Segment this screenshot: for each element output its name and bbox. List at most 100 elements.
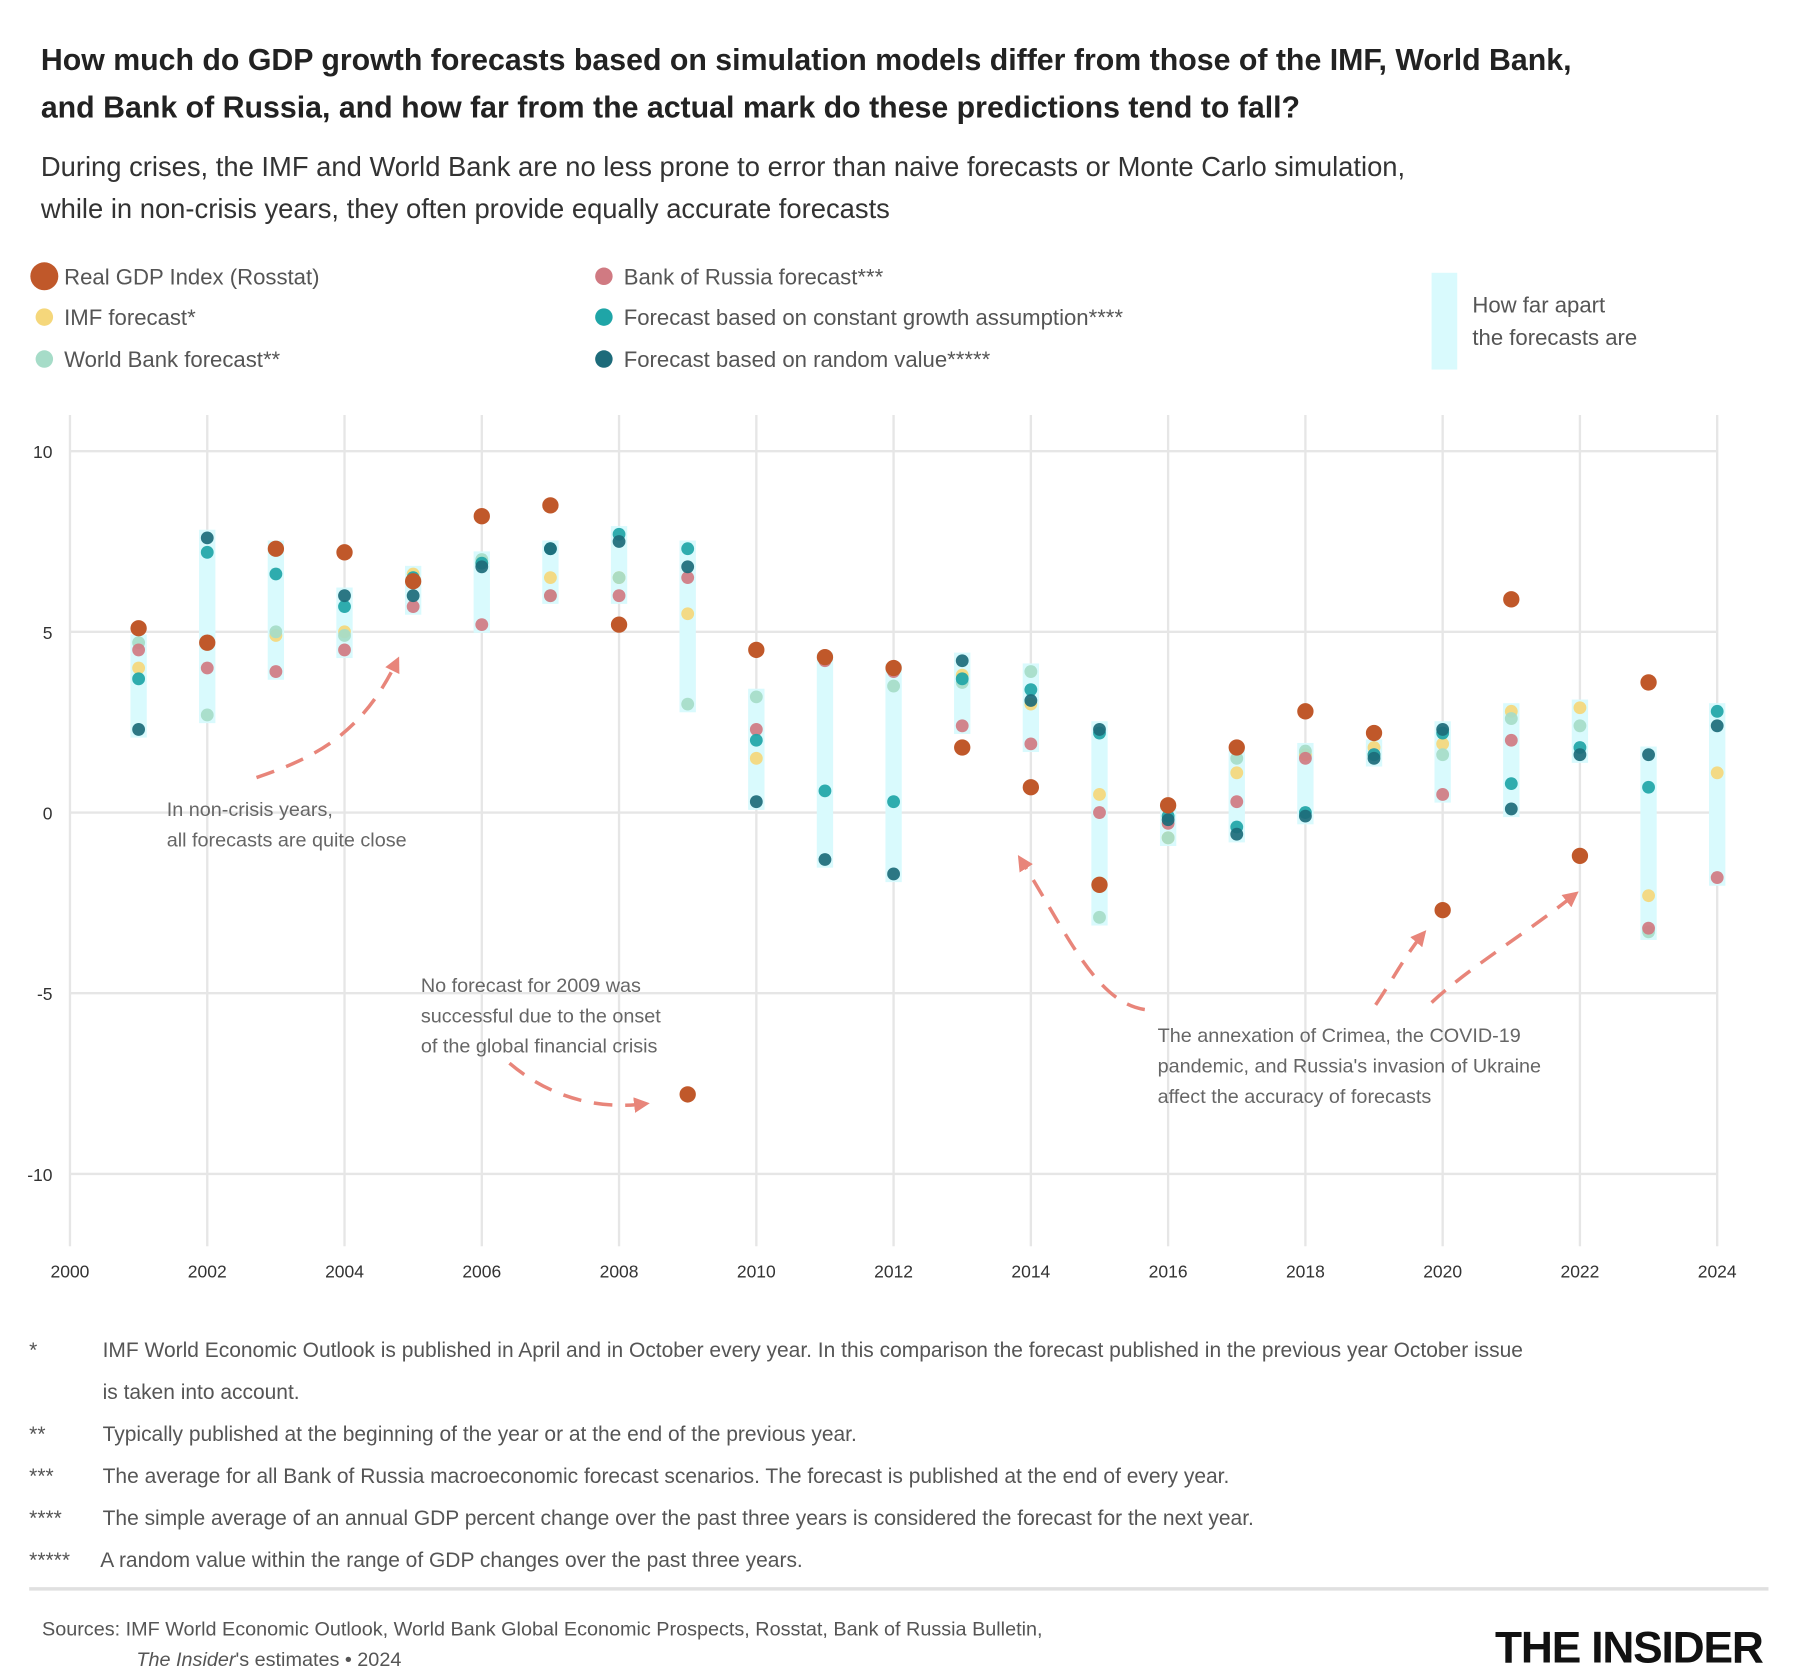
forecast-point <box>1230 751 1244 765</box>
actual-point <box>542 497 559 514</box>
actual-point <box>1640 674 1657 691</box>
forecast-range <box>1091 721 1108 926</box>
forecast-point <box>406 589 420 603</box>
logo: THE INSIDER <box>1495 1623 1764 1671</box>
actual-point <box>1091 876 1108 893</box>
forecast-point <box>818 784 832 798</box>
annotation: successful due to the onset <box>421 1005 661 1027</box>
source-italic: The Insider <box>136 1649 236 1671</box>
forecast-point <box>1436 788 1450 801</box>
footnote-mark: ** <box>29 1423 45 1446</box>
forecast-point <box>338 600 351 613</box>
forecast-range <box>748 688 765 810</box>
forecast-point <box>1642 748 1655 762</box>
forecast-point <box>269 625 283 639</box>
x-tick-label: 2018 <box>1286 1262 1325 1282</box>
plot <box>68 415 1726 1247</box>
forecast-point <box>132 672 146 686</box>
forecast-point <box>200 531 214 545</box>
legend-label: Real GDP Index (Rosstat) <box>64 264 319 289</box>
forecast-point <box>749 751 763 765</box>
forecast-range <box>679 540 696 713</box>
forecast-point <box>1642 921 1655 935</box>
forecast-point <box>1504 712 1518 725</box>
forecast-point <box>132 723 146 736</box>
annotation: In non-crisis years, <box>167 799 333 821</box>
forecast-point <box>681 697 695 711</box>
x-tick-label: 2012 <box>874 1262 913 1282</box>
footnote: is taken into account. <box>103 1381 300 1404</box>
y-tick-label: -10 <box>27 1165 53 1185</box>
actual-point <box>267 540 285 557</box>
annotation: The annexation of Crimea, the COVID-19 <box>1158 1025 1521 1047</box>
forecast-point <box>1161 813 1175 827</box>
legend-label: the forecasts are <box>1472 325 1637 350</box>
legend-marker <box>35 350 54 368</box>
legend-band <box>1431 272 1458 370</box>
forecast-point <box>544 589 557 603</box>
forecast-point <box>1504 802 1518 816</box>
forecast-point <box>1093 788 1106 801</box>
footnote-mark: * <box>29 1339 37 1362</box>
forecast-point <box>132 643 146 657</box>
actual-point <box>1365 724 1383 742</box>
footnote: The average for all Bank of Russia macro… <box>103 1465 1230 1488</box>
chart-title: How much do GDP growth forecasts based o… <box>41 44 1572 77</box>
actual-point <box>1571 847 1589 865</box>
footnote: The simple average of an annual GDP perc… <box>103 1507 1254 1530</box>
actual-point <box>610 616 628 633</box>
forecast-range <box>1297 742 1314 825</box>
actual-point <box>1297 703 1314 720</box>
forecast-point <box>544 571 557 585</box>
forecast-point <box>1161 831 1175 845</box>
forecast-point <box>475 560 489 574</box>
x-tick-label: 2006 <box>462 1262 501 1282</box>
forecast-point <box>1230 827 1244 841</box>
footnote: A random value within the range of GDP c… <box>100 1549 802 1572</box>
x-tick-label: 2010 <box>737 1262 776 1282</box>
forecast-point <box>749 795 763 809</box>
actual-point <box>1159 797 1177 814</box>
forecast-point <box>1710 766 1724 780</box>
forecast-point <box>887 679 900 693</box>
forecast-range <box>1503 703 1520 818</box>
chart-subtitle: During crises, the IMF and World Bank ar… <box>41 151 1405 182</box>
actual-point <box>816 648 834 666</box>
legend-label: Forecast based on random value***** <box>624 347 991 372</box>
annotation: No forecast for 2009 was <box>421 975 641 997</box>
forecast-point <box>1024 737 1038 751</box>
x-tick-label: 2004 <box>325 1262 364 1282</box>
forecast-point <box>1024 683 1038 697</box>
forecast-point <box>1573 719 1587 733</box>
x-tick-label: 2016 <box>1149 1262 1188 1282</box>
forecast-range <box>473 551 490 633</box>
forecast-range <box>1640 746 1657 940</box>
forecast-point <box>1710 704 1724 718</box>
forecast-point <box>338 643 351 657</box>
forecast-point <box>1298 751 1312 765</box>
actual-point <box>1434 901 1451 919</box>
forecast-range <box>267 540 285 680</box>
source: 's estimates • 2024 <box>235 1649 401 1671</box>
actual-point <box>199 634 216 651</box>
legend-label: How far apart <box>1472 292 1605 317</box>
forecast-point <box>338 629 351 642</box>
arrow <box>508 1061 650 1113</box>
forecast-point <box>269 665 283 679</box>
arrow <box>1017 855 1146 1012</box>
actual-point <box>1228 739 1245 756</box>
footnote: IMF World Economic Outlook is published … <box>103 1339 1523 1362</box>
actual-point <box>336 544 353 561</box>
actual-point <box>1022 779 1040 796</box>
forecast-point <box>955 719 969 733</box>
y-tick-label: -5 <box>37 984 53 1004</box>
chart-subtitle: while in non-crisis years, they often pr… <box>40 193 890 224</box>
forecast-point <box>1367 751 1381 765</box>
footnote-mark: **** <box>29 1507 62 1530</box>
footnote-mark: ***** <box>29 1549 70 1572</box>
forecast-point <box>1710 871 1724 884</box>
legend-label: Forecast based on constant growth assump… <box>624 305 1124 330</box>
forecast-point <box>1436 723 1450 736</box>
arrow <box>1430 891 1579 1004</box>
